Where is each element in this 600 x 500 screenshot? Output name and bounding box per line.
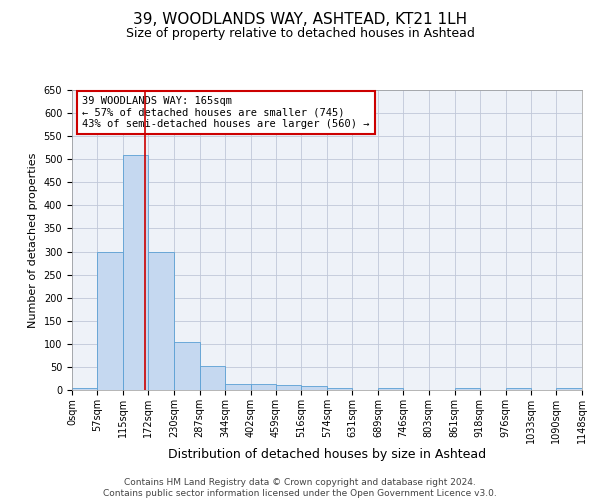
Bar xyxy=(97,252,123,390)
Bar xyxy=(301,386,327,390)
Bar xyxy=(225,384,251,390)
Bar xyxy=(556,388,582,390)
Bar xyxy=(327,388,352,390)
Text: Size of property relative to detached houses in Ashtead: Size of property relative to detached ho… xyxy=(125,28,475,40)
Bar xyxy=(199,366,225,390)
Bar xyxy=(148,252,174,390)
Text: 39, WOODLANDS WAY, ASHTEAD, KT21 1LH: 39, WOODLANDS WAY, ASHTEAD, KT21 1LH xyxy=(133,12,467,28)
Bar xyxy=(251,384,276,390)
Bar xyxy=(276,386,301,390)
Text: Contains HM Land Registry data © Crown copyright and database right 2024.
Contai: Contains HM Land Registry data © Crown c… xyxy=(103,478,497,498)
Bar xyxy=(174,342,199,390)
Bar xyxy=(378,388,403,390)
Bar xyxy=(72,388,97,390)
Y-axis label: Number of detached properties: Number of detached properties xyxy=(28,152,38,328)
Text: 39 WOODLANDS WAY: 165sqm
← 57% of detached houses are smaller (745)
43% of semi-: 39 WOODLANDS WAY: 165sqm ← 57% of detach… xyxy=(82,96,370,129)
X-axis label: Distribution of detached houses by size in Ashtead: Distribution of detached houses by size … xyxy=(168,448,486,462)
Bar xyxy=(506,388,531,390)
Bar xyxy=(455,388,480,390)
Bar xyxy=(123,154,148,390)
